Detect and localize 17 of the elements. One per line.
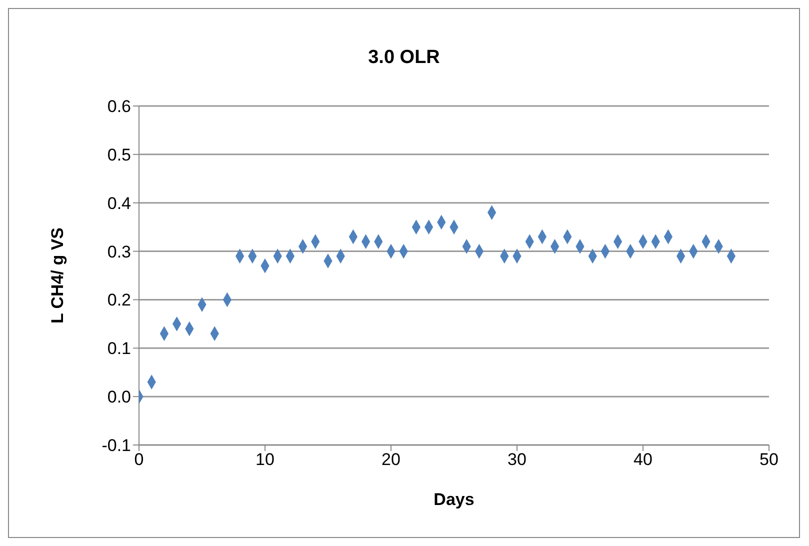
y-tick-label: 0.4 xyxy=(107,194,131,213)
y-tick-label: 0.5 xyxy=(107,145,131,164)
x-tick-label: 20 xyxy=(382,450,400,470)
chart-title: 3.0 OLR xyxy=(367,47,441,69)
x-tick-label: 50 xyxy=(760,450,778,470)
y-tick-label: 0.1 xyxy=(107,339,131,358)
y-tick-label: 0.0 xyxy=(107,388,131,407)
x-tick-label: 30 xyxy=(508,450,526,470)
y-axis-title: L CH4/ g VS xyxy=(48,227,68,324)
y-tick-label: -0.1 xyxy=(102,436,131,456)
x-tick-label: 10 xyxy=(256,450,274,470)
x-axis-title: Days xyxy=(434,490,474,509)
y-tick-label: 0.3 xyxy=(107,242,131,262)
y-tick-label: 0.2 xyxy=(107,290,131,310)
y-tick-label: 0.6 xyxy=(107,97,131,116)
x-tick-label: 0 xyxy=(134,450,144,470)
x-tick-label: 40 xyxy=(634,450,652,470)
